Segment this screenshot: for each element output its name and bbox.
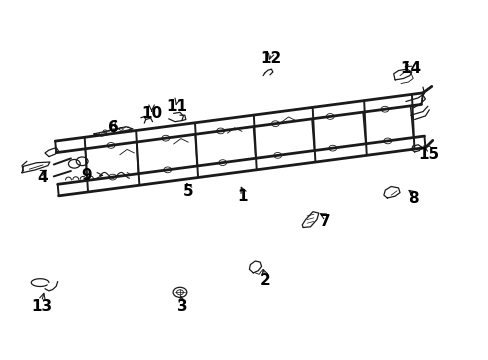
Text: 13: 13 bbox=[31, 299, 52, 314]
Text: 2: 2 bbox=[259, 273, 270, 288]
Text: 10: 10 bbox=[141, 106, 162, 121]
Text: 12: 12 bbox=[260, 51, 282, 66]
Text: 4: 4 bbox=[38, 170, 48, 185]
Text: 15: 15 bbox=[418, 147, 439, 162]
Text: 3: 3 bbox=[176, 299, 187, 314]
Text: 5: 5 bbox=[183, 184, 193, 199]
Text: 7: 7 bbox=[319, 214, 330, 229]
Text: 14: 14 bbox=[399, 61, 421, 76]
Text: 8: 8 bbox=[407, 191, 418, 206]
Text: 9: 9 bbox=[81, 168, 92, 183]
Text: 6: 6 bbox=[108, 120, 119, 135]
Text: 11: 11 bbox=[166, 99, 187, 114]
Text: 1: 1 bbox=[237, 189, 248, 204]
